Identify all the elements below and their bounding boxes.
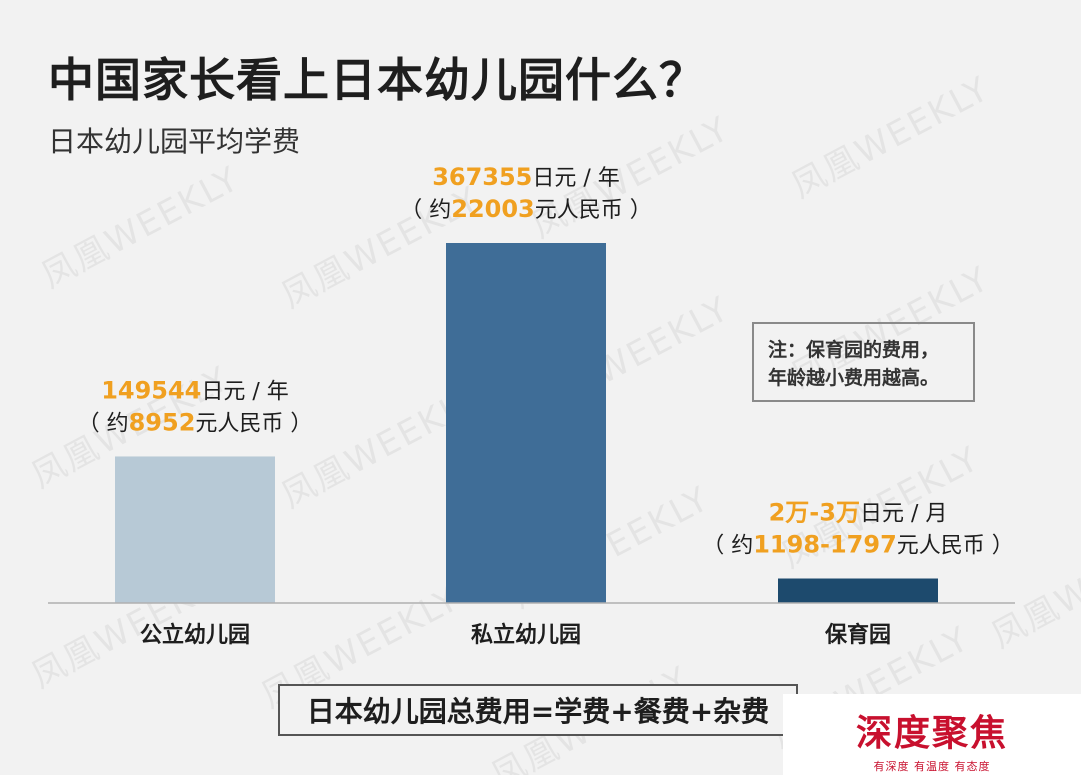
rmb-label-3: （ 约1198-1797元人民币 ） xyxy=(702,531,1014,559)
rmb-label-1: （ 约8952元人民币 ） xyxy=(78,408,313,436)
category-label-3: 保育园 xyxy=(824,622,891,648)
bar-3 xyxy=(778,578,938,603)
note-box: 注：保育园的费用， 年龄越小费用越高。 xyxy=(752,322,975,402)
category-label-2: 私立幼儿园 xyxy=(471,622,581,648)
value-label-3: 2万-3万日元 / 月 xyxy=(769,499,948,527)
value-label-1: 149544日元 / 年 xyxy=(101,376,289,404)
bar-2 xyxy=(446,243,606,603)
value-label-2: 367355日元 / 年 xyxy=(432,163,620,191)
bar-1 xyxy=(115,456,275,603)
page-title: 中国家长看上日本幼儿园什么？ xyxy=(48,53,706,107)
note-line-2: 年龄越小费用越高。 xyxy=(768,367,940,389)
logo: 深度聚焦 有深度 有温度 有态度 xyxy=(783,694,1081,775)
logo-tagline: 有深度 有温度 有态度 xyxy=(873,760,991,773)
category-label-1: 公立幼儿园 xyxy=(140,622,250,648)
note-line-1: 注：保育园的费用， xyxy=(768,339,940,361)
logo-title: 深度聚焦 xyxy=(855,712,1008,754)
rmb-label-2: （ 约22003元人民币 ） xyxy=(400,195,652,223)
chart-subtitle: 日本幼儿园平均学费 xyxy=(48,125,301,158)
formula-box: 日本幼儿园总费用=学费+餐费+杂费 xyxy=(278,684,798,736)
